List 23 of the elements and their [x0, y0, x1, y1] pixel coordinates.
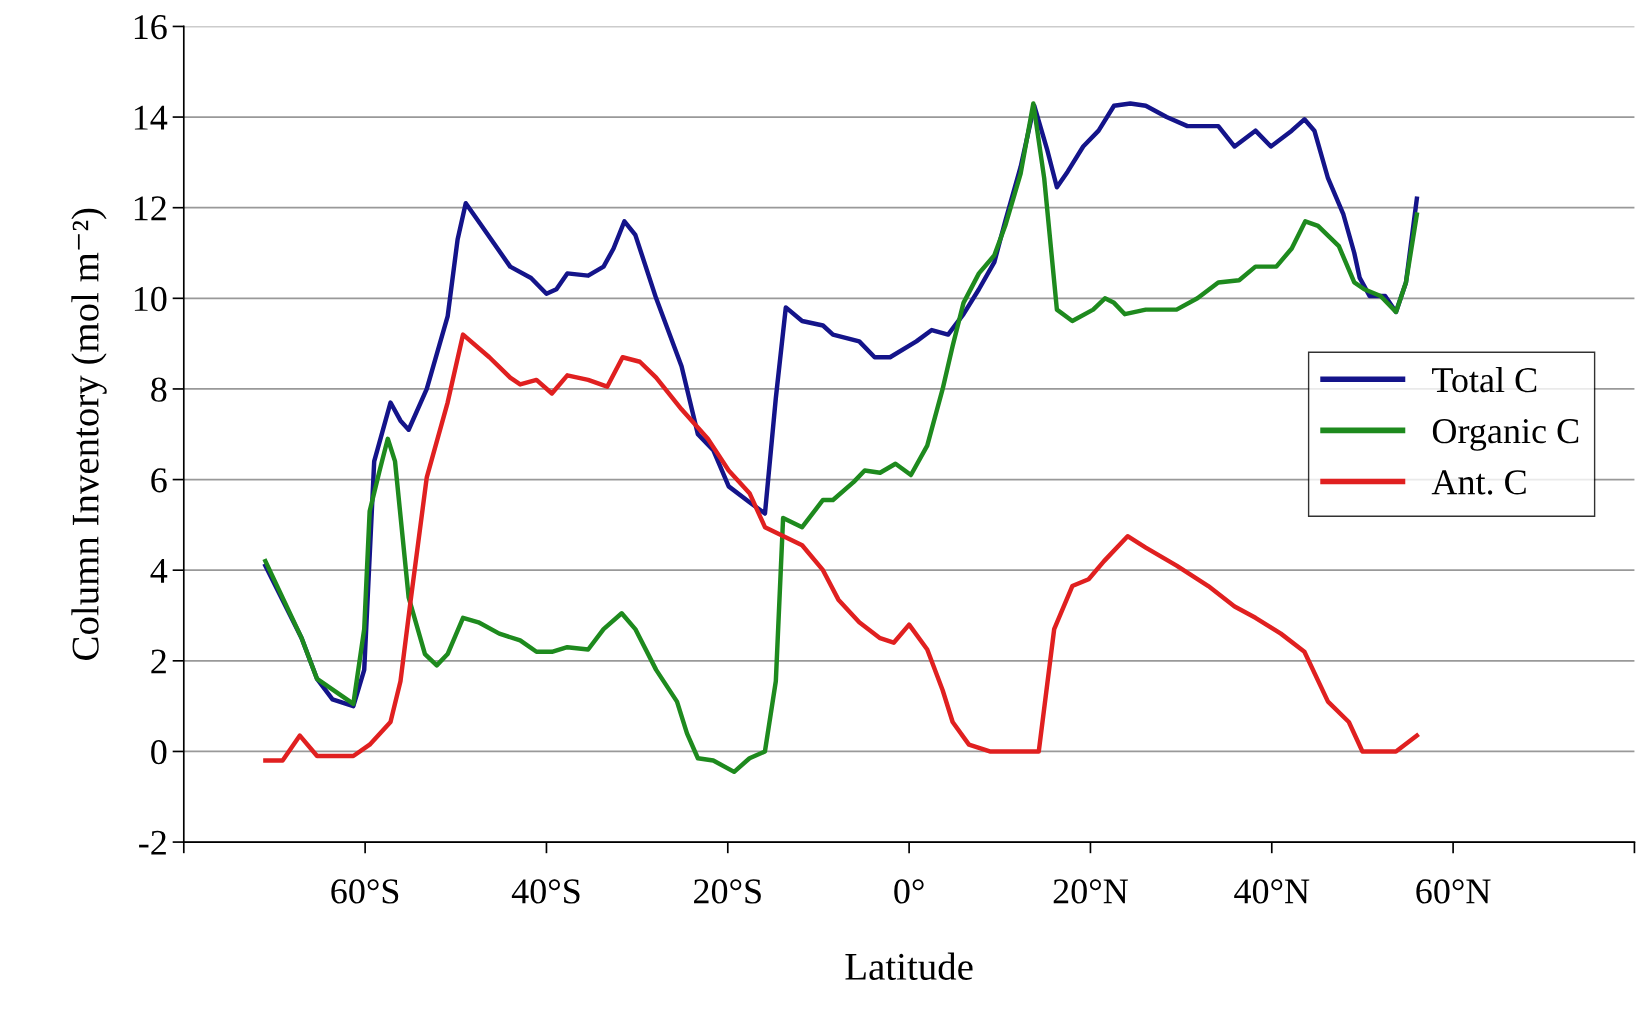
y-tick-label: 6	[151, 468, 167, 493]
legend-label: Organic C	[1432, 419, 1579, 451]
x-tick-label: 20°S	[694, 879, 761, 904]
x-tick-label: 0°	[894, 879, 924, 904]
y-tick-label: 10	[134, 286, 167, 312]
y-tick-label: 16	[134, 15, 167, 40]
x-axis-title: Latitude	[845, 952, 973, 980]
y-tick-label: 12	[134, 196, 166, 221]
y-tick-label: 2	[151, 649, 166, 674]
y-tick-label: 0	[151, 739, 167, 765]
legend-label: Ant. C	[1431, 470, 1526, 495]
x-tick-label: 60°S	[331, 879, 399, 904]
x-tick-label: 40°N	[1234, 879, 1310, 904]
y-tick-label: 8	[151, 377, 167, 402]
y-tick-label: 4	[150, 558, 168, 583]
x-tick-label: 40°S	[511, 879, 580, 904]
y-tick-label: 14	[134, 105, 168, 130]
y-axis-title: Column Inventory (mol m⁻²)	[71, 208, 107, 660]
x-tick-label: 20°N	[1053, 879, 1128, 904]
legend-label: Total C	[1432, 366, 1537, 393]
line-series	[263, 332, 1420, 763]
y-tick-label: -2	[139, 830, 166, 855]
x-tick-label: 60°N	[1416, 879, 1491, 904]
